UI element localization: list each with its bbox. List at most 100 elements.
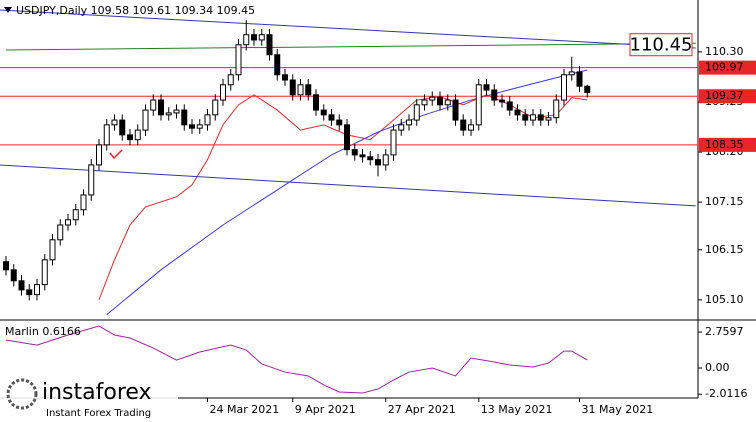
x-tick-label: 9 Apr 2021 (295, 403, 356, 416)
y-tick-label: 105.10 (705, 293, 744, 306)
candle-body (80, 194, 87, 211)
candle-body (158, 99, 164, 116)
watermark: instaforex Instant Forex Trading (0, 376, 178, 422)
candle-body (336, 119, 343, 126)
chart-title: USDJPY,Daily 109.58 109.61 109.34 109.45 (16, 4, 255, 17)
candle-body (313, 94, 319, 111)
candle-body (305, 84, 312, 96)
candle-body (165, 112, 172, 116)
candle-body (274, 54, 281, 76)
level-label-bg (699, 60, 756, 75)
level-label: 109.97 (705, 61, 744, 74)
candle-body (568, 71, 575, 76)
candle-body (220, 84, 226, 101)
candle-body (483, 84, 490, 91)
x-tick-label: 27 Apr 2021 (388, 403, 456, 416)
watermark-brand: instaforex (42, 380, 152, 405)
x-tick-label: 24 Mar 2021 (210, 403, 280, 416)
candle-body (34, 284, 40, 296)
candle-body (553, 99, 560, 119)
candle-body (119, 119, 126, 136)
candle-body (88, 164, 95, 196)
watermark-tagline: Instant Forex Trading (46, 408, 151, 419)
candle-body (452, 99, 459, 121)
candle-body (181, 109, 188, 126)
marlin-pane (5, 325, 588, 394)
candle-body (390, 129, 397, 156)
candle-body (320, 109, 327, 116)
candle-body (289, 79, 296, 96)
axes: 105.10106.15107.15108.20109.25110.30109.… (207, 45, 756, 416)
annotation: 110.45 (630, 35, 693, 56)
candle-body (367, 156, 374, 161)
y-tick-label: 107.15 (705, 195, 744, 208)
indicator-line (0, 9, 696, 49)
candle-body (49, 239, 56, 261)
main-pane (0, 9, 698, 316)
candle-body (491, 89, 498, 101)
check-mark (109, 149, 123, 160)
indicator-line (0, 164, 696, 207)
annotation-box (629, 33, 693, 57)
candle-body (375, 159, 381, 166)
candle-body (204, 114, 211, 126)
candle-body (537, 114, 544, 121)
indicator-line (106, 69, 588, 316)
candle-body (429, 96, 436, 101)
candle-body (398, 124, 405, 131)
candle-body (258, 34, 265, 41)
candle-body (344, 124, 350, 151)
candle-body (103, 124, 110, 146)
candle-body (584, 85, 591, 93)
candle-body (150, 99, 157, 111)
candle-body (251, 34, 257, 41)
candle-body (189, 124, 195, 129)
watermark-bg (0, 376, 178, 422)
candle-body (3, 261, 9, 271)
candle-body (561, 74, 567, 101)
candle-body (111, 119, 118, 126)
candle-body (127, 134, 133, 141)
candle-body (351, 149, 358, 156)
candle-body (460, 119, 467, 131)
candle-body (545, 117, 552, 121)
candle-body (413, 104, 420, 121)
watermark-logo (6, 378, 38, 410)
candle-body (65, 219, 71, 226)
candle-body (506, 101, 513, 111)
candle-body (530, 114, 536, 121)
candle-body (235, 44, 242, 76)
level-label-bg (699, 137, 756, 152)
y-tick-label: 106.15 (705, 243, 744, 256)
y-tick-label: 110.30 (705, 45, 744, 58)
y-tick-label: 2.7597 (705, 325, 744, 338)
candle-body (134, 129, 141, 141)
candle-body (196, 124, 203, 129)
candle-body (10, 269, 17, 282)
y-tick-label: 0.00 (705, 361, 730, 374)
candle-body (212, 99, 219, 116)
candle-body (72, 209, 79, 221)
indicator-title: Marlin 0.6166 (5, 325, 81, 338)
x-tick-label: 13 May 2021 (481, 403, 553, 416)
candle-body (173, 109, 180, 114)
menu-triangle (4, 7, 12, 13)
level-label: 109.37 (705, 89, 744, 102)
candle-body (57, 224, 64, 241)
level-label-bg (699, 89, 756, 104)
candle-body (328, 114, 335, 121)
candle-body (41, 259, 48, 286)
candle-body (382, 154, 389, 166)
candle-body (26, 289, 33, 296)
candle-body (421, 99, 428, 106)
y-tick-label: -2.0116 (705, 387, 747, 400)
candle-body (96, 144, 102, 166)
candle-body (243, 34, 250, 46)
candle-body (468, 124, 474, 131)
candle-body (475, 84, 482, 126)
candle-body (18, 280, 25, 291)
candle-body (576, 71, 583, 87)
candle-body (142, 109, 149, 131)
